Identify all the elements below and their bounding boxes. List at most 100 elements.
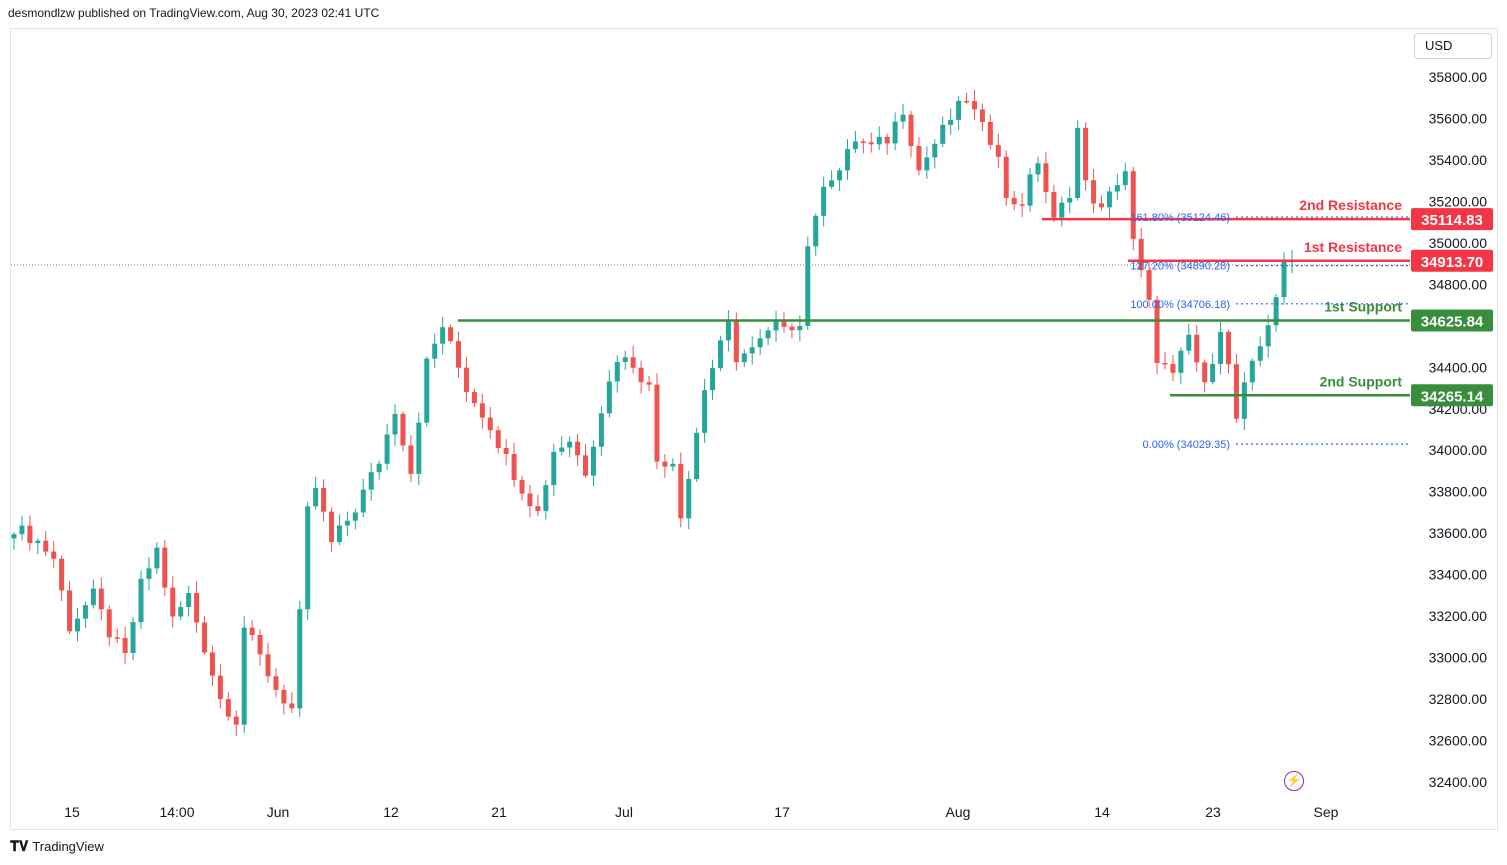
candle-body <box>424 358 430 423</box>
candle-body <box>1249 360 1255 383</box>
candle-body <box>35 540 41 544</box>
candle-body <box>598 413 604 447</box>
candle-body <box>1122 171 1128 186</box>
candle-body <box>352 512 358 521</box>
candle-body <box>797 325 803 331</box>
candle-body <box>305 506 311 610</box>
candle-body <box>1154 299 1160 363</box>
candle-body <box>138 578 144 623</box>
price-tick-label: 35800.00 <box>1429 69 1488 85</box>
support-price-tag <box>1411 384 1493 407</box>
candle-body <box>1059 202 1065 218</box>
candle-body <box>1241 382 1247 419</box>
currency-selector[interactable]: USD <box>1414 33 1492 59</box>
fib-label: 0.00% (34029.35) <box>1143 439 1230 451</box>
candle-body <box>122 637 128 654</box>
candle-body <box>408 445 414 474</box>
candle-body <box>559 447 565 452</box>
chart-frame[interactable] <box>10 28 1498 830</box>
candle-body <box>757 338 763 348</box>
candle-body <box>400 413 406 446</box>
candle-body <box>971 101 977 110</box>
candle-body <box>360 489 366 513</box>
candle-body <box>19 525 25 535</box>
candle-body <box>1265 325 1271 347</box>
candle-body <box>583 455 589 476</box>
candle-body <box>249 627 255 635</box>
candle-body <box>567 441 573 448</box>
candle-body <box>432 343 438 359</box>
candle-body <box>638 367 644 383</box>
candle-body <box>257 634 263 655</box>
candle-body <box>463 367 469 393</box>
candle-body <box>376 463 382 473</box>
candle-body <box>908 114 914 147</box>
candle-body <box>551 451 557 486</box>
candle-body <box>622 357 628 362</box>
candle-body <box>884 136 890 144</box>
price-tick-label: 34800.00 <box>1429 276 1488 292</box>
candle-body <box>1051 192 1057 218</box>
candle-body <box>186 593 192 608</box>
candle-body <box>1114 185 1120 192</box>
price-tick-label: 34400.00 <box>1429 359 1488 375</box>
time-tick-label: 12 <box>383 804 399 820</box>
candle-body <box>146 568 152 579</box>
price-tick-label: 35600.00 <box>1429 110 1488 126</box>
candle-body <box>979 109 985 122</box>
fib-label: 161.80% (35124.46) <box>1130 212 1230 224</box>
candle-body <box>1098 203 1104 208</box>
time-tick-label: 14:00 <box>159 804 194 820</box>
candle-body <box>646 382 652 385</box>
candle-body <box>1083 127 1089 181</box>
candle-body <box>789 326 795 331</box>
candle-body <box>964 100 970 103</box>
candle-body <box>900 114 906 122</box>
lightning-icon[interactable]: ⚡ <box>1284 771 1304 791</box>
candle-body <box>733 321 739 363</box>
candle-body <box>829 180 835 187</box>
candle-body <box>892 121 898 144</box>
price-tick-label: 33600.00 <box>1429 525 1488 541</box>
candle-body <box>456 341 462 368</box>
candle-body <box>987 121 993 145</box>
resistance-price-label: 34913.70 <box>1421 254 1484 271</box>
support-name-label: 2nd Support <box>1320 373 1403 389</box>
candle-body <box>487 417 493 431</box>
candle-body <box>614 361 620 382</box>
candle-body <box>1233 364 1239 419</box>
price-tick-label: 33800.00 <box>1429 484 1488 500</box>
candle-body <box>202 622 208 653</box>
price-tick-label: 32600.00 <box>1429 733 1488 749</box>
candle-body <box>1106 191 1112 208</box>
candle-body <box>805 246 811 326</box>
candle-body <box>217 675 223 700</box>
price-tick-label: 35200.00 <box>1429 193 1488 209</box>
candle-body <box>281 689 287 704</box>
candle-body <box>995 144 1001 157</box>
candle-body <box>741 353 747 363</box>
price-tick-label: 35400.00 <box>1429 152 1488 168</box>
candle-body <box>725 321 731 341</box>
candle-body <box>781 321 787 327</box>
candle-body <box>114 637 120 639</box>
resistance-price-tag <box>1411 249 1493 272</box>
candle-body <box>265 654 271 677</box>
time-tick-label: Sep <box>1314 804 1339 820</box>
support-price-tag <box>1411 309 1493 332</box>
candle-body <box>479 403 485 418</box>
candle-body <box>1186 334 1192 351</box>
candle-body <box>471 392 477 404</box>
tradingview-logo-icon: 𝐓𝐕 <box>10 838 29 854</box>
candle-body <box>1003 156 1009 199</box>
candle-body <box>670 463 676 467</box>
fibonacci-levels: 161.80% (35124.46) 127.20% (34890.28) 100.… <box>1130 212 1410 451</box>
footer-brand: TradingView <box>32 839 104 854</box>
candle-body <box>876 136 882 145</box>
candle-body <box>956 100 962 120</box>
resistance-name-label: 1st Resistance <box>1304 239 1402 255</box>
candle-body <box>1035 163 1041 175</box>
time-tick-label: Aug <box>946 804 971 820</box>
support-price-label: 34625.84 <box>1421 313 1484 330</box>
